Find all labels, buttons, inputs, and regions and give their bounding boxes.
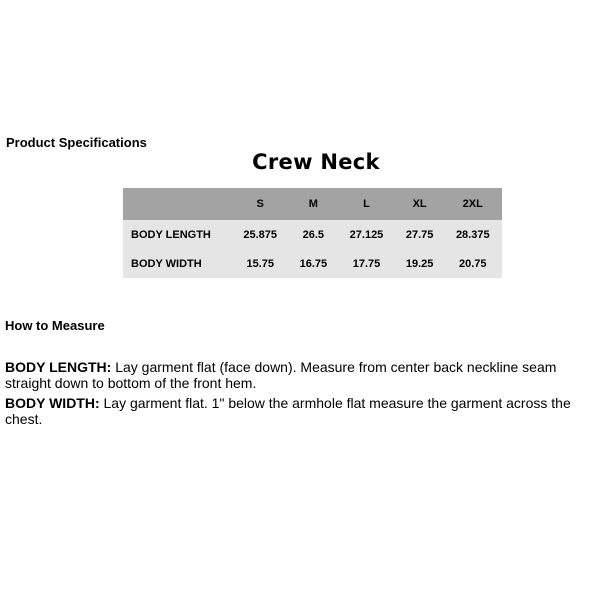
table-title: Crew Neck: [252, 150, 380, 174]
table-cell: 17.75: [352, 257, 381, 270]
column-header: XL: [412, 198, 427, 210]
row-label: BODY WIDTH: [131, 257, 202, 270]
measure-instruction: BODY LENGTH: Lay garment flat (face down…: [5, 359, 600, 391]
table-cell: 16.75: [299, 257, 328, 270]
section-heading: Product Specifications: [6, 135, 147, 150]
table-cell: 25.875: [243, 228, 278, 241]
measure-text: Lay garment flat (face down). Measure fr…: [5, 359, 557, 391]
table-header-row: S M L XL 2XL: [123, 188, 502, 220]
table-cell: 15.75: [246, 257, 274, 270]
table-cell: 19.25: [405, 257, 434, 270]
table-cell: 27.125: [349, 228, 384, 241]
table-cell: 27.75: [405, 228, 434, 241]
column-header: M: [308, 198, 318, 210]
table-cell: 28.375: [455, 228, 490, 241]
column-header: [123, 188, 231, 220]
table-cell: 26.5: [302, 228, 325, 241]
measure-text: Lay garment flat. 1" below the armhole f…: [5, 395, 571, 427]
how-to-measure-heading: How to Measure: [5, 318, 105, 333]
measure-term: BODY LENGTH:: [5, 359, 112, 375]
measure-term: BODY WIDTH:: [5, 395, 100, 411]
column-header: L: [363, 198, 370, 210]
column-header: S: [256, 198, 264, 210]
measure-instruction: BODY WIDTH: Lay garment flat. 1" below t…: [5, 395, 600, 427]
row-label: BODY LENGTH: [131, 228, 211, 241]
column-header: 2XL: [462, 198, 483, 210]
table-row: BODY WIDTH 15.75 16.75 17.75 19.25 20.75: [123, 249, 502, 278]
table-cell: 20.75: [459, 257, 487, 270]
table-row: BODY LENGTH 25.875 26.5 27.125 27.75 28.…: [123, 220, 502, 249]
size-chart-table: S M L XL 2XL BODY LENGTH 25.875 26.5 27.…: [123, 188, 502, 278]
